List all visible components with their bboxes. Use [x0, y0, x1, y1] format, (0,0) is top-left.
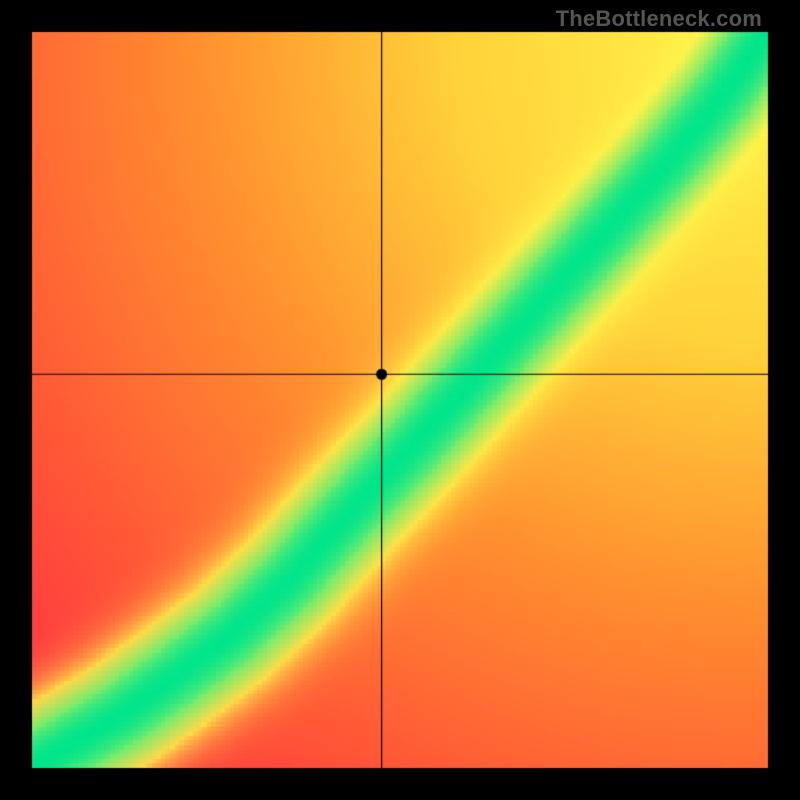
bottleneck-heatmap: [0, 0, 800, 800]
watermark-text: TheBottleneck.com: [556, 6, 762, 32]
